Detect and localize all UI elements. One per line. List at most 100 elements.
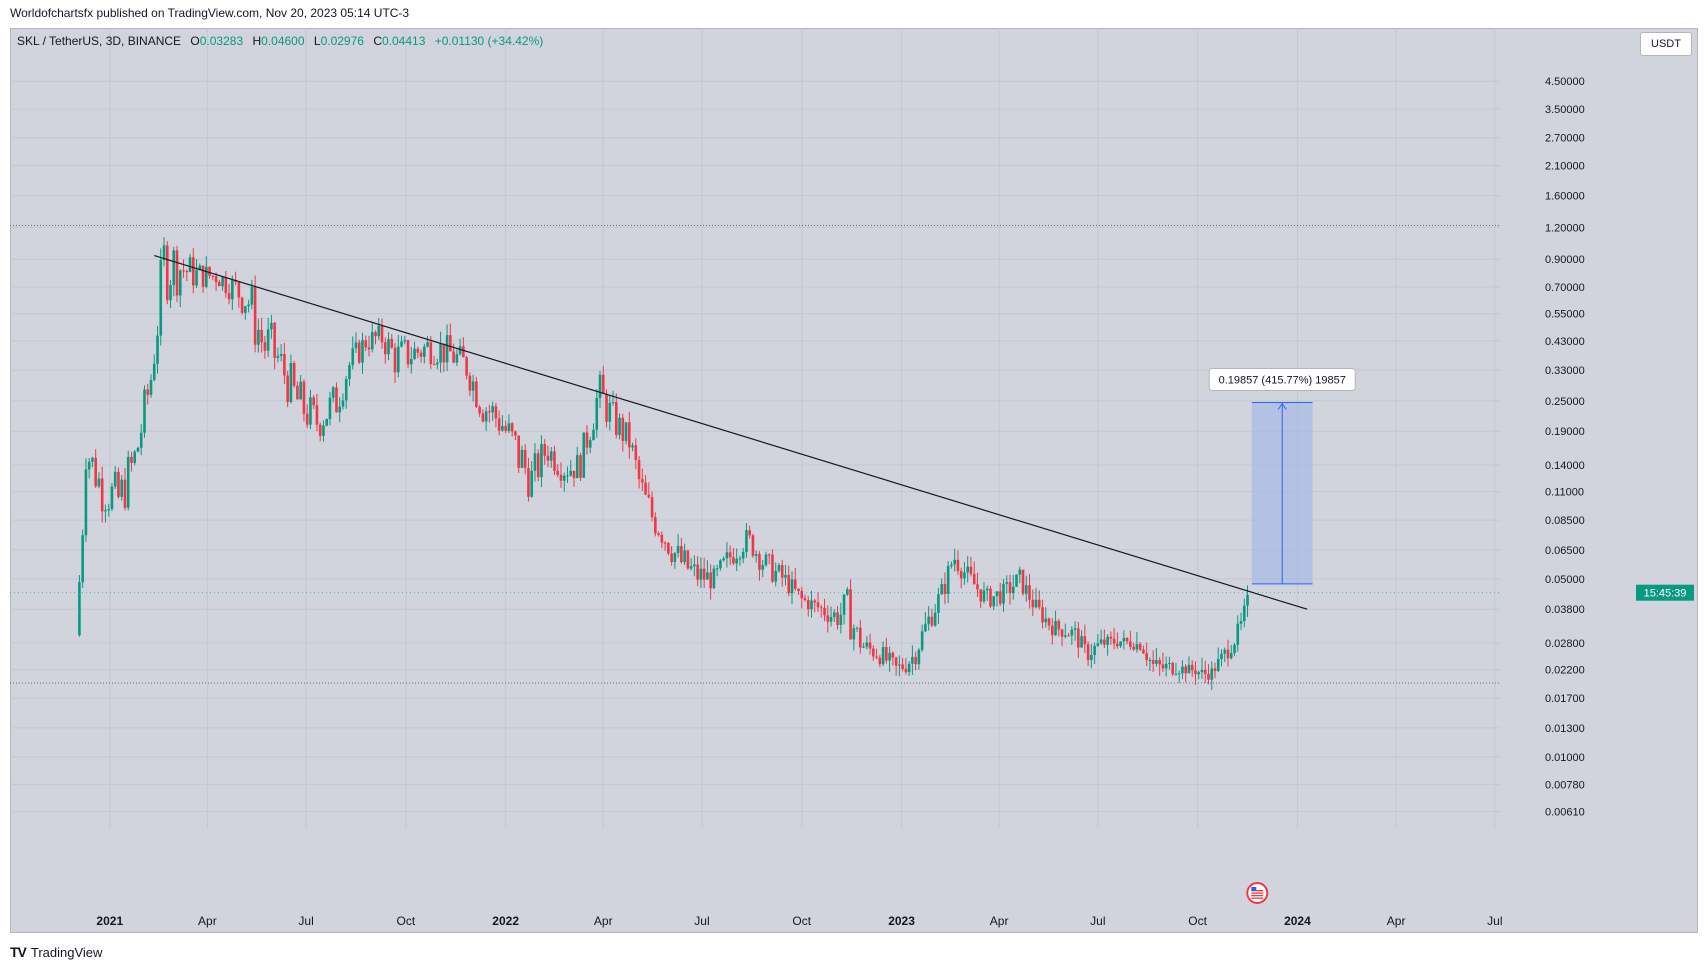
candle-up [1096,643,1100,646]
candle-up [1106,636,1109,645]
candle-down [296,385,299,400]
candle-down [930,616,934,626]
candle-up [133,451,137,463]
candle-up [338,406,342,413]
candle-down [654,517,657,534]
candle-down [504,426,507,431]
candle-down [224,277,228,294]
candle-down [709,572,712,589]
candle-down [497,418,501,431]
candle-down [806,600,810,610]
candle-down [488,411,491,413]
candle-up [963,572,966,579]
candle-up [84,469,88,536]
candle-up [1005,582,1009,584]
time-tick-label: Oct [397,914,416,928]
chart-pane[interactable] [10,28,1698,933]
candle-up [1018,569,1022,575]
candle-up [985,588,989,591]
candle-down [696,564,699,580]
candle-up [1187,664,1191,674]
open-value: 0.03283 [199,34,244,48]
candle-up [1168,662,1171,664]
candle-down [292,362,296,386]
candle-down [959,571,963,579]
candle-down [240,297,244,313]
price-tick-label: 2.10000 [1545,160,1585,172]
candle-down [998,591,1002,604]
candle-down [286,375,289,402]
candle-up [764,554,768,566]
time-tick-label: Apr [1387,914,1406,928]
candle-down [449,335,452,352]
candle-up [790,579,794,594]
candle-down [663,542,667,544]
candle-down [527,467,530,497]
candle-up [1135,644,1139,650]
candle-down [208,266,211,276]
candle-down [969,566,973,574]
candle-up [188,257,192,273]
candle-down [1158,660,1161,665]
candle-up [110,486,114,510]
trendline [154,254,1308,610]
candle-up [995,591,999,597]
candle-up [266,329,270,351]
currency-unit-button[interactable]: USDT [1640,32,1692,56]
candle-up [97,478,101,487]
candle-up [1246,594,1249,606]
price-tick-label: 0.06500 [1545,545,1585,557]
price-tick-label: 4.50000 [1545,76,1585,88]
us-flag-event-icon[interactable] [1246,882,1269,904]
candle-down [771,554,774,582]
candle-down [787,574,791,594]
candle-down [546,455,550,461]
tradingview-logo[interactable]: TV TradingView [10,944,102,960]
candle-up [920,631,924,650]
candle-up [549,451,553,461]
candle-up [1080,636,1083,648]
time-tick-label: Jul [694,914,709,928]
candle-up [400,341,403,347]
time-tick-label: 2021 [96,914,123,928]
candle-up [715,568,719,570]
candle-down [432,364,436,366]
candle-up [738,558,742,560]
candle-up [81,535,84,583]
candle-up [1233,644,1236,654]
candle-down [1132,646,1135,650]
candle-up [221,277,224,287]
candle-up [761,565,765,570]
candle-down [543,444,547,456]
price-tick-label: 0.01000 [1545,752,1585,764]
candle-down [1151,660,1155,664]
candle-down [797,588,800,592]
candle-up [1155,660,1158,664]
candle-down [1194,670,1197,675]
candle-up [595,397,599,430]
symbol-info[interactable]: SKL / TetherUS, 3D, BINANCE [17,34,182,48]
candle-down [517,435,520,468]
candle-down [758,554,761,570]
time-tick-label: Oct [792,914,811,928]
candle-up [592,429,595,441]
candle-down [780,565,784,578]
price-tick-label: 0.14000 [1545,460,1585,472]
candle-down [680,546,683,563]
candle-up [436,362,439,365]
candle-up [712,568,716,589]
candle-down [305,413,309,425]
candle-up [445,335,449,363]
candle-up [1090,655,1093,660]
candle-down [130,456,133,463]
candle-up [370,332,374,350]
candle-up [361,340,364,363]
candle-up [107,509,110,511]
candle-down [859,627,862,648]
candle-up [624,422,628,441]
candle-up [152,363,156,380]
candle-down [1116,643,1119,647]
price-tick-label: 0.19000 [1545,426,1585,438]
candle-down [823,607,826,616]
